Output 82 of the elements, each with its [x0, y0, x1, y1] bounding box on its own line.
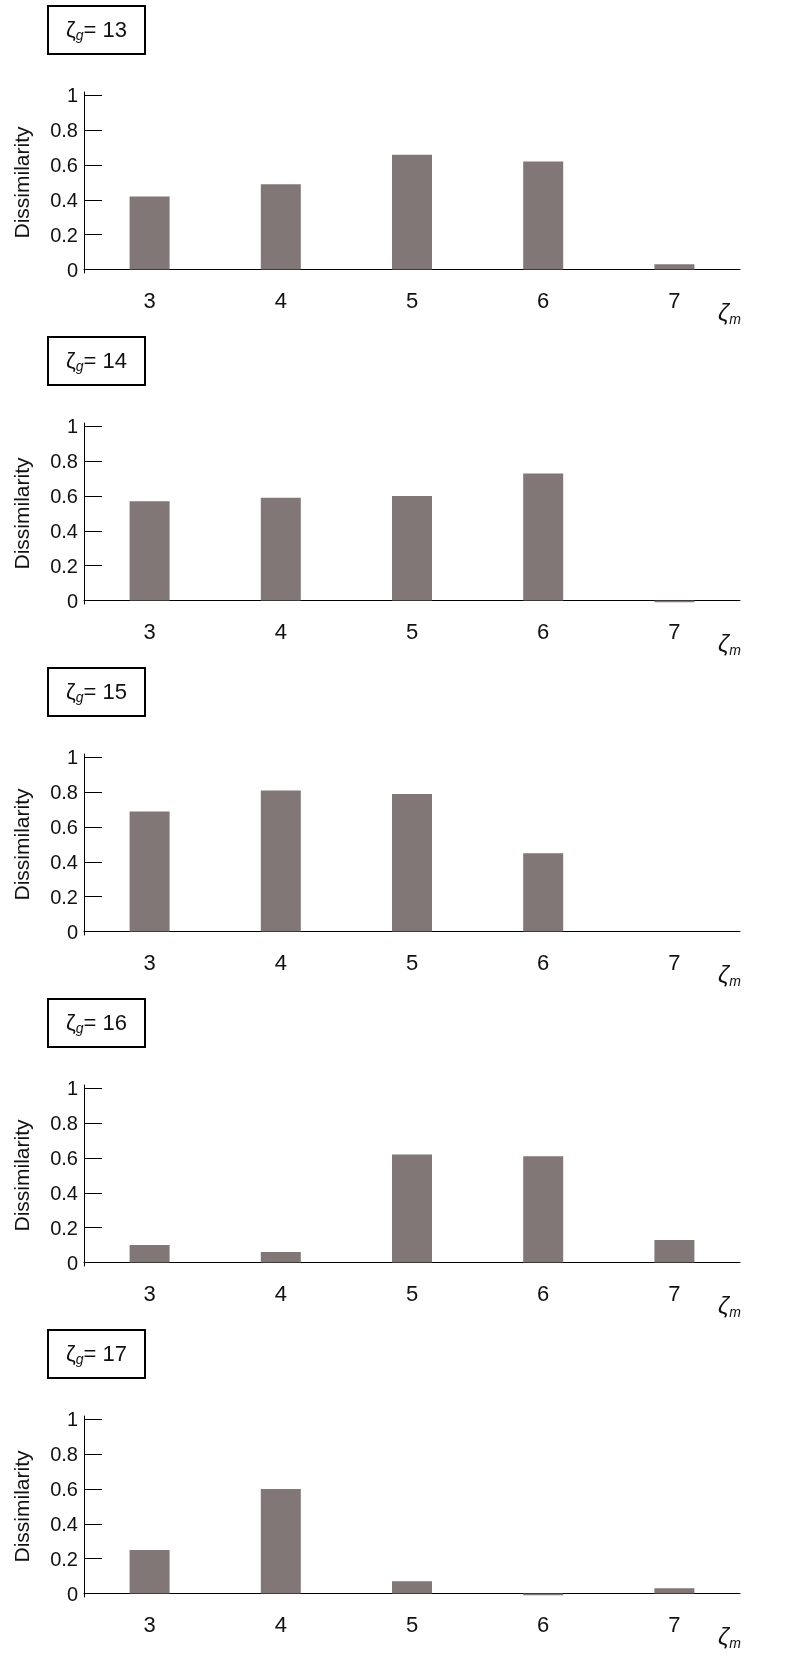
bar — [129, 196, 170, 270]
y-tick-label: 0.4 — [50, 188, 78, 211]
x-tick-label: 6 — [537, 949, 550, 975]
bar — [260, 184, 301, 270]
x-tick-label: 5 — [405, 1611, 419, 1637]
x-tick-label: 7 — [668, 1611, 681, 1637]
y-axis-title: Dissimilarity — [10, 457, 33, 570]
x-tick-label: 6 — [537, 618, 550, 644]
bar — [392, 496, 432, 601]
y-tick-label: 0.2 — [50, 885, 78, 908]
y-tick-label: 0.8 — [50, 781, 78, 804]
bar — [523, 1156, 564, 1263]
y-tick-label: 0.4 — [50, 1512, 78, 1535]
bar — [392, 1154, 432, 1263]
y-axis-title: Dissimilarity — [10, 126, 33, 239]
y-tick-label: 1 — [66, 84, 78, 107]
x-tick-label: 4 — [274, 949, 287, 975]
y-tick-label: 0.2 — [50, 1547, 78, 1570]
bar — [129, 1550, 170, 1594]
x-tick-label: 5 — [405, 1280, 419, 1306]
y-tick-label: 0.6 — [50, 1147, 78, 1170]
y-tick-label: 0.4 — [50, 850, 78, 873]
bar — [654, 1588, 695, 1594]
bar — [654, 1239, 695, 1263]
x-tick-label: 4 — [274, 618, 287, 644]
bar — [129, 501, 170, 601]
x-tick-label: 3 — [143, 618, 156, 644]
y-axis-title: Dissimilarity — [10, 1450, 33, 1563]
x-tick-label: 5 — [405, 287, 419, 313]
x-tick-label: 7 — [668, 618, 681, 644]
x-tick-label: 5 — [405, 949, 419, 975]
y-tick-label: 0 — [66, 258, 78, 281]
bar — [129, 811, 170, 932]
y-tick-label: 0.6 — [50, 154, 78, 177]
y-tick-label: 0.8 — [50, 1112, 78, 1135]
x-tick-label: 7 — [668, 287, 681, 313]
y-tick-label: 1 — [66, 746, 78, 769]
y-tick-label: 0 — [66, 1582, 78, 1605]
y-tick-label: 0.8 — [50, 1443, 78, 1466]
y-tick-label: 0.2 — [50, 1216, 78, 1239]
bar — [392, 154, 432, 270]
x-tick-label: 4 — [274, 1280, 287, 1306]
bar — [654, 264, 695, 270]
bar — [523, 853, 564, 932]
bar — [392, 794, 432, 932]
bar — [260, 790, 301, 932]
x-tick-label: 6 — [537, 1280, 550, 1306]
x-tick-label: 3 — [143, 287, 156, 313]
y-tick-label: 0 — [66, 589, 78, 612]
bar — [260, 497, 301, 601]
y-tick-label: 1 — [66, 415, 78, 438]
y-tick-label: 0.8 — [50, 450, 78, 473]
x-tick-label: 6 — [537, 287, 550, 313]
x-tick-label: 4 — [274, 1611, 287, 1637]
x-tick-label: 3 — [143, 1280, 156, 1306]
y-axis-title: Dissimilarity — [10, 788, 33, 901]
y-tick-label: 0.6 — [50, 485, 78, 508]
bar — [523, 161, 564, 270]
y-tick-label: 0.2 — [50, 223, 78, 246]
bar — [392, 1581, 432, 1594]
x-tick-label: 5 — [405, 618, 419, 644]
y-axis-title: Dissimilarity — [10, 1119, 33, 1232]
y-tick-label: 1 — [66, 1408, 78, 1431]
x-tick-label: 7 — [668, 1280, 681, 1306]
y-tick-label: 0.4 — [50, 519, 78, 542]
y-tick-label: 0.2 — [50, 554, 78, 577]
x-tick-label: 6 — [537, 1611, 550, 1637]
y-tick-label: 1 — [66, 1077, 78, 1100]
bar — [523, 473, 564, 601]
x-tick-label: 3 — [143, 949, 156, 975]
x-tick-label: 7 — [668, 949, 681, 975]
bar — [260, 1489, 301, 1594]
bar — [260, 1252, 301, 1263]
y-tick-label: 0.8 — [50, 119, 78, 142]
y-tick-label: 0.6 — [50, 1478, 78, 1501]
y-tick-label: 0 — [66, 920, 78, 943]
y-tick-label: 0 — [66, 1251, 78, 1274]
y-tick-label: 0.6 — [50, 816, 78, 839]
x-tick-label: 4 — [274, 287, 287, 313]
y-tick-label: 0.4 — [50, 1181, 78, 1204]
bar — [129, 1245, 170, 1263]
x-tick-label: 3 — [143, 1611, 156, 1637]
